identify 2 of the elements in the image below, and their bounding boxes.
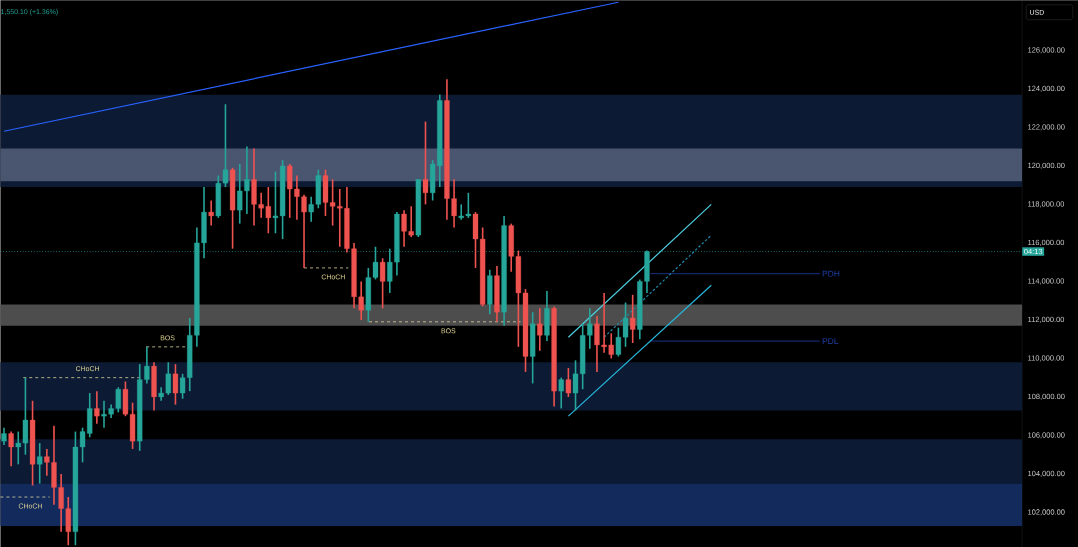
ref-line-label: PDL <box>822 337 839 344</box>
ref-line-label: PDH <box>822 270 840 277</box>
